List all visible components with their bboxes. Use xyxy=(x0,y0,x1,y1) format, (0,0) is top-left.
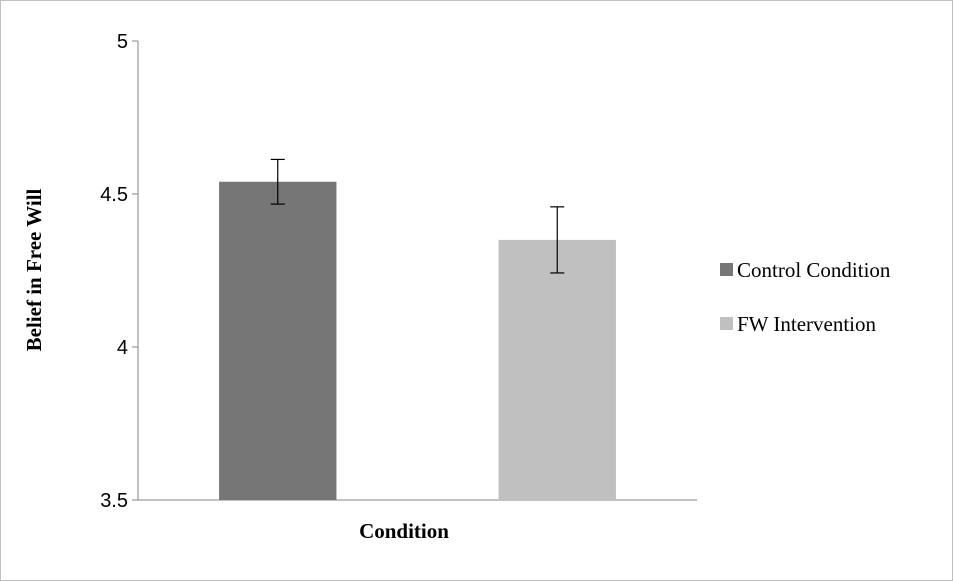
y-tick-label: 4.5 xyxy=(100,184,128,206)
error-bars xyxy=(270,158,565,274)
bars xyxy=(219,181,616,500)
legend: Control Condition FW Intervention xyxy=(720,258,891,336)
x-axis-title: Condition xyxy=(359,519,449,543)
bar-fw-intervention xyxy=(498,239,616,500)
y-tick-label: 4 xyxy=(117,337,128,359)
legend-label: FW Intervention xyxy=(737,312,877,336)
legend-label: Control Condition xyxy=(737,258,891,282)
y-axis-title: Belief in Free Will xyxy=(22,188,46,351)
legend-swatch xyxy=(720,317,733,330)
y-tick-label: 5 xyxy=(117,31,128,53)
y-tick-label: 3.5 xyxy=(100,490,128,512)
legend-swatch xyxy=(720,263,733,276)
bar-control-condition xyxy=(219,181,337,500)
